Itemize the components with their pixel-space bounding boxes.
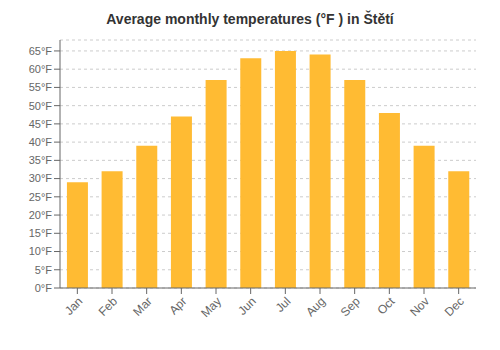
svg-text:Jan: Jan — [62, 294, 86, 318]
svg-text:35°F: 35°F — [29, 154, 53, 166]
svg-text:60°F: 60°F — [29, 63, 53, 75]
svg-text:20°F: 20°F — [29, 209, 53, 221]
svg-text:15°F: 15°F — [29, 227, 53, 239]
svg-text:Aug: Aug — [303, 294, 328, 319]
svg-text:50°F: 50°F — [29, 100, 53, 112]
svg-text:Jul: Jul — [273, 294, 294, 315]
svg-text:65°F: 65°F — [29, 45, 53, 57]
svg-text:Feb: Feb — [96, 294, 121, 319]
svg-text:Jun: Jun — [235, 294, 259, 318]
svg-text:Dec: Dec — [442, 294, 467, 319]
svg-text:May: May — [198, 294, 224, 320]
svg-text:25°F: 25°F — [29, 191, 53, 203]
svg-text:Oct: Oct — [374, 294, 398, 318]
svg-text:Apr: Apr — [166, 294, 189, 317]
svg-text:Nov: Nov — [407, 294, 432, 319]
svg-text:30°F: 30°F — [29, 172, 53, 184]
svg-text:10°F: 10°F — [29, 245, 53, 257]
svg-text:40°F: 40°F — [29, 136, 53, 148]
svg-text:55°F: 55°F — [29, 81, 53, 93]
svg-text:45°F: 45°F — [29, 118, 53, 130]
svg-text:Sep: Sep — [338, 294, 363, 319]
svg-text:5°F: 5°F — [35, 264, 53, 276]
svg-text:0°F: 0°F — [35, 282, 53, 294]
svg-text:Mar: Mar — [130, 294, 155, 319]
html-text:Average monthly temperatures (: Average monthly temperatures (°F ) in Št… — [106, 11, 394, 27]
